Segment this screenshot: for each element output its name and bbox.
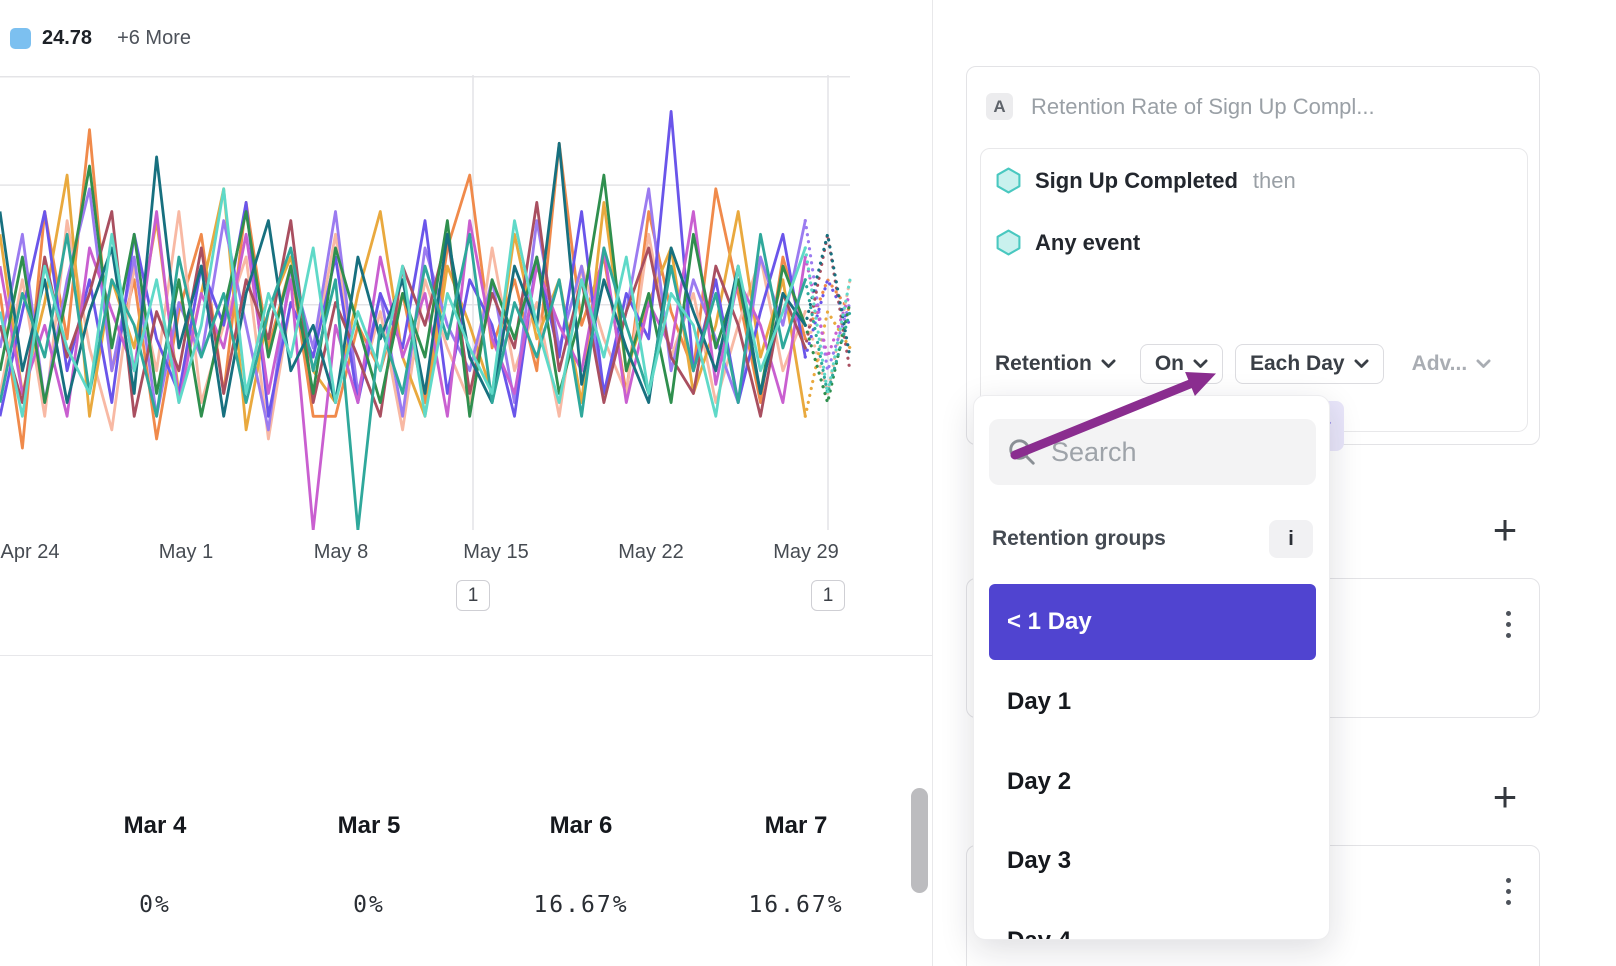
card-overflow-menu-button[interactable] — [1502, 607, 1515, 642]
on-dropdown[interactable]: On — [1139, 344, 1223, 384]
dropdown-item-day-3[interactable]: Day 3 — [1007, 847, 1072, 874]
info-icon[interactable]: i — [1269, 520, 1313, 558]
vertical-scrollbar-thumb[interactable] — [911, 788, 928, 893]
x-axis-label: May 15 — [463, 541, 529, 563]
card-overflow-menu-button[interactable] — [1502, 874, 1515, 909]
legend-series-value[interactable]: 24.78 — [42, 27, 93, 49]
legend-more-button[interactable]: +6 More — [117, 27, 191, 49]
dropdown-item-day-1[interactable]: Day 1 — [1007, 688, 1072, 715]
axis-annotation-badge: 1 — [811, 580, 845, 611]
table-column-header: Mar 7 — [764, 812, 828, 839]
each-day-dropdown[interactable]: Each Day — [1235, 344, 1384, 384]
table-cell-value: 0% — [139, 892, 171, 918]
chevron-down-icon — [1101, 359, 1116, 368]
event-hexagon-icon — [996, 167, 1021, 194]
table-column-header: Mar 4 — [123, 812, 187, 839]
add-metric-button[interactable]: + — [1492, 506, 1518, 553]
table-column-header: Mar 6 — [549, 812, 613, 839]
section-divider — [0, 655, 933, 656]
legend-swatch[interactable] — [10, 28, 31, 49]
popup-search-box[interactable] — [989, 419, 1316, 485]
advanced-dropdown[interactable]: Adv... — [1410, 352, 1494, 376]
event-row-second[interactable]: Any event — [995, 229, 1140, 256]
x-axis-label: May 1 — [158, 541, 214, 563]
x-axis-label: Apr 24 — [0, 541, 60, 563]
table-cell-value: 16.67% — [533, 892, 629, 918]
axis-annotation-badge: 1 — [456, 580, 490, 611]
event-definition-card: Sign Up Completed then Any event Retenti… — [980, 148, 1528, 451]
dropdown-item-lt-1-day[interactable]: < 1 Day — [989, 584, 1316, 660]
x-axis-label: May 29 — [773, 541, 839, 563]
event-connector: then — [1252, 167, 1296, 193]
retention-line-chart[interactable] — [0, 75, 860, 530]
chevron-down-icon — [1476, 359, 1491, 368]
table-cell-value: 16.67% — [748, 892, 844, 918]
panel-divider — [932, 0, 933, 966]
retention-controls-row: Retention On Each Day Adv... — [993, 344, 1493, 384]
retention-group-popup: Retention groups i < 1 Day Day 1 Day 2 D… — [973, 395, 1330, 940]
event-label: Any event — [1035, 229, 1141, 255]
metric-card-a: A Retention Rate of Sign Up Compl... Sig… — [966, 66, 1540, 451]
search-input[interactable] — [1051, 436, 1291, 468]
table-cell-value: 0% — [353, 892, 385, 918]
table-column-header: Mar 5 — [337, 812, 401, 839]
dropdown-item-day-4[interactable]: Day 4 — [989, 901, 1316, 939]
chevron-down-icon — [1193, 359, 1208, 368]
chart-legend: 24.78 +6 More — [10, 27, 191, 50]
search-icon — [1009, 439, 1035, 465]
retention-groups-header: Retention groups i — [992, 520, 1313, 558]
chevron-down-icon — [1354, 359, 1369, 368]
event-hexagon-icon — [996, 229, 1021, 256]
x-axis-label: May 8 — [313, 541, 369, 563]
add-metric-button[interactable]: + — [1492, 773, 1518, 820]
dropdown-item-day-2[interactable]: Day 2 — [1007, 768, 1072, 795]
retention-groups-label: Retention groups — [992, 527, 1166, 550]
x-axis-label: May 22 — [618, 541, 684, 563]
card-title[interactable]: Retention Rate of Sign Up Compl... — [1031, 94, 1375, 119]
event-label: Sign Up Completed — [1035, 167, 1238, 193]
card-letter-badge: A — [986, 93, 1013, 120]
retention-mode-dropdown[interactable]: Retention — [993, 352, 1118, 376]
event-row-first[interactable]: Sign Up Completed then — [995, 167, 1296, 194]
